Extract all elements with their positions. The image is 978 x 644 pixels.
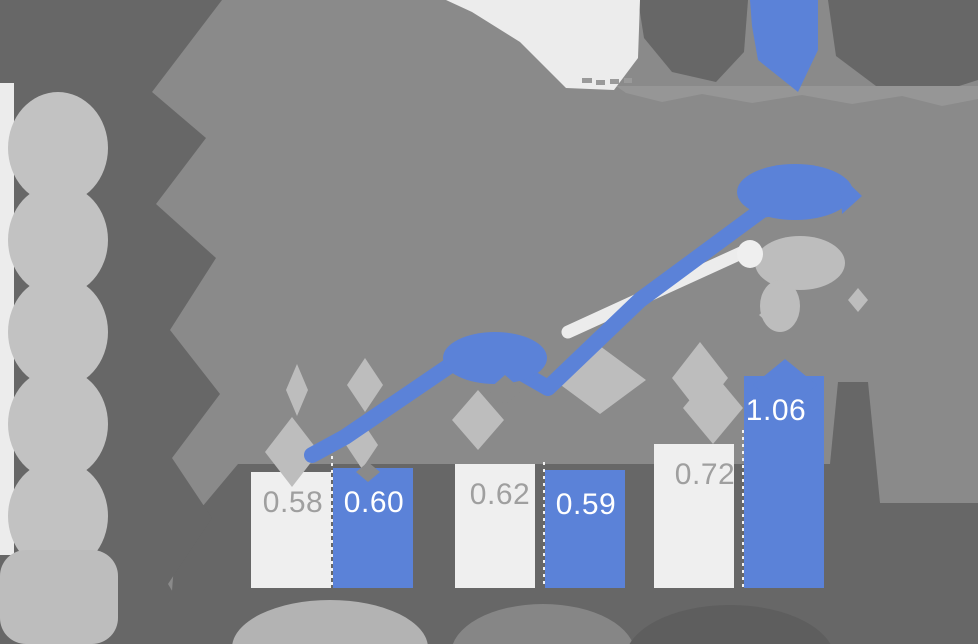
y-axis-labels-blurred (0, 92, 118, 644)
blurred-legend-text-left (638, 0, 748, 82)
bar-white-1 (251, 472, 331, 588)
legend-blob-blue (750, 0, 818, 92)
white-line-marker (737, 240, 763, 268)
bar-value-label-blue-3: 1.06 (745, 394, 807, 427)
legend-small-text-marks (582, 78, 632, 85)
x-axis-label-blurred-2 (452, 604, 634, 644)
bar-white-3 (654, 444, 734, 588)
bar-blue-3 (744, 376, 824, 588)
bar-value-label-white-1: 0.58 (262, 486, 324, 519)
blurred-legend-text-right (828, 0, 978, 94)
bar-blue-1 (333, 468, 413, 588)
bar-value-label-blue-2: 0.59 (555, 488, 617, 521)
x-axis-label-blurred-3 (629, 605, 831, 644)
bar-value-label-white-3: 0.72 (674, 458, 736, 491)
bar-white-2 (455, 464, 535, 588)
blue-line-series (304, 164, 862, 482)
bar-value-label-blue-1: 0.60 (343, 486, 405, 519)
blurred-subtitle-band (616, 86, 978, 106)
legend-blob-white (446, 0, 640, 90)
bar-blue-2 (545, 470, 625, 588)
bar-value-label-white-2: 0.62 (469, 478, 531, 511)
dashed-bar-separators (331, 430, 744, 588)
x-axis-label-blurred-1 (232, 600, 428, 644)
